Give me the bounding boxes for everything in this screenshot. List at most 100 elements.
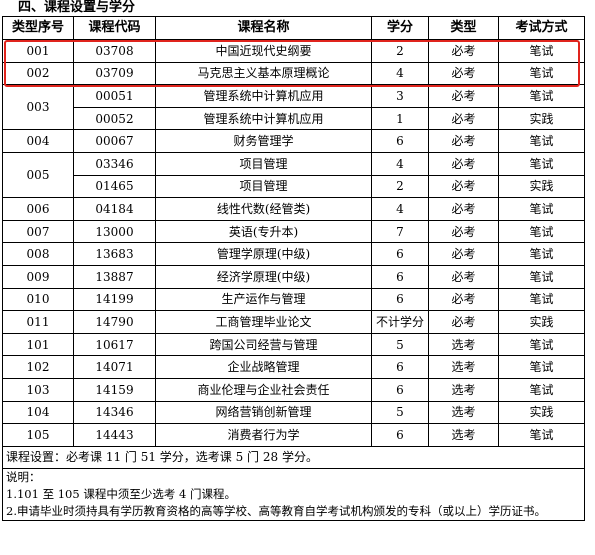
cell-exam: 笔试 — [498, 61, 585, 86]
cell-credit: 6 — [371, 355, 429, 379]
cell-name: 商业伦理与企业社会责任 — [155, 377, 372, 402]
cell-exam: 实践 — [498, 174, 585, 199]
cell-code: 14790 — [73, 310, 156, 334]
cell-name: 英语(专升本) — [155, 219, 372, 244]
cell-type-no: 104 — [2, 400, 74, 425]
cell-name: 经济学原理(中级) — [155, 264, 372, 289]
cell-credit: 2 — [371, 39, 429, 63]
cell-credit: 6 — [371, 423, 429, 447]
cell-credit: 5 — [371, 400, 429, 425]
cell-name: 消费者行为学 — [155, 423, 372, 447]
cell-credit: 3 — [371, 84, 429, 108]
cell-category: 选考 — [428, 332, 499, 357]
cell-type-no: 002 — [2, 61, 74, 86]
notes-row: 说明： 1.101 至 105 课程中须至少选考 4 门课程。 2.申请毕业时须… — [2, 468, 585, 522]
cell-exam: 笔试 — [498, 423, 585, 447]
table-row: 011 14790 工商管理毕业论文 不计学分 必考 实践 — [2, 310, 585, 334]
course-table: 类型序号 课程代码 课程名称 学分 类型 考试方式 001 03708 中国近现… — [2, 16, 585, 522]
cell-code: 14199 — [73, 287, 156, 312]
cell-category: 必考 — [428, 129, 499, 153]
cell-credit: 1 — [371, 106, 429, 131]
table-row: 002 03709 马克思主义基本原理概论 4 必考 笔试 — [2, 61, 585, 86]
cell-name: 跨国公司经营与管理 — [155, 332, 372, 357]
cell-exam: 笔试 — [498, 39, 585, 63]
header-code: 课程代码 — [73, 16, 156, 40]
cell-exam: 实践 — [498, 400, 585, 425]
table-row: 005 03346 项目管理 4 必考 笔试 — [2, 151, 585, 199]
cell-exam: 笔试 — [498, 242, 585, 266]
cell-name: 马克思主义基本原理概论 — [155, 61, 372, 86]
table-row: 00052 管理系统中计算机应用 1 必考 实践 — [3, 106, 585, 131]
table-row: 003 00051 管理系统中计算机应用 3 必考 笔试 — [2, 84, 585, 131]
cell-credit: 4 — [371, 61, 429, 86]
cell-exam: 笔试 — [498, 355, 585, 379]
section-title: 四、课程设置与学分 — [18, 0, 136, 15]
cell-code: 14346 — [73, 400, 156, 425]
cell-name: 线性代数(经管类) — [155, 197, 372, 221]
table-row: 001 03708 中国近现代史纲要 2 必考 笔试 — [2, 39, 585, 63]
cell-credit: 7 — [371, 219, 429, 244]
cell-category: 选考 — [428, 423, 499, 447]
cell-code: 03346 — [73, 151, 156, 176]
cell-exam: 笔试 — [498, 219, 585, 244]
cell-code: 00051 — [73, 84, 156, 108]
cell-name: 财务管理学 — [155, 129, 372, 153]
cell-category: 选考 — [428, 377, 499, 402]
header-credit: 学分 — [371, 16, 429, 40]
cell-code: 00052 — [73, 106, 156, 131]
cell-name: 项目管理 — [155, 151, 372, 176]
cell-code: 13887 — [73, 264, 156, 289]
table-row: 105 14443 消费者行为学 6 选考 笔试 — [2, 423, 585, 447]
cell-type-no: 101 — [2, 332, 74, 357]
cell-type-no: 103 — [2, 377, 74, 402]
table-row: 004 00067 财务管理学 6 必考 笔试 — [2, 129, 585, 153]
table-row: 103 14159 商业伦理与企业社会责任 6 选考 笔试 — [2, 377, 585, 402]
table-row: 008 13683 管理学原理(中级) 6 必考 笔试 — [2, 242, 585, 266]
cell-code: 04184 — [73, 197, 156, 221]
cell-name: 中国近现代史纲要 — [155, 39, 372, 63]
cell-exam: 笔试 — [498, 287, 585, 312]
cell-credit: 6 — [371, 377, 429, 402]
cell-type-no: 102 — [2, 355, 74, 379]
cell-exam: 实践 — [498, 106, 585, 131]
cell-exam: 笔试 — [498, 264, 585, 289]
table-row: 009 13887 经济学原理(中级) 6 必考 笔试 — [2, 264, 585, 289]
cell-type-no: 005 — [2, 151, 74, 199]
header-type-no: 类型序号 — [2, 16, 74, 40]
cell-credit: 4 — [371, 151, 429, 176]
cell-exam: 笔试 — [498, 151, 585, 176]
cell-type-no: 010 — [2, 287, 74, 312]
cell-code: 01465 — [73, 174, 156, 199]
table-row: 104 14346 网络营销创新管理 5 选考 实践 — [2, 400, 585, 425]
cell-category: 选考 — [428, 355, 499, 379]
cell-credit: 6 — [371, 287, 429, 312]
cell-code: 13683 — [73, 242, 156, 266]
table-row: 006 04184 线性代数(经管类) 4 必考 笔试 — [2, 197, 585, 221]
cell-credit: 5 — [371, 332, 429, 357]
cell-category: 必考 — [428, 39, 499, 63]
cell-type-no: 003 — [2, 84, 74, 131]
cell-exam: 笔试 — [498, 377, 585, 402]
cell-code: 03709 — [73, 61, 156, 86]
cell-name: 生产运作与管理 — [155, 287, 372, 312]
cell-category: 必考 — [428, 84, 499, 108]
cell-credit: 6 — [371, 242, 429, 266]
cell-name: 工商管理毕业论文 — [155, 310, 372, 334]
notes-title: 说明： — [6, 470, 41, 485]
course-setting-text: 课程设置：必考课 11 门 51 学分，选考课 5 门 28 学分。 — [2, 445, 585, 470]
table-row: 102 14071 企业战略管理 6 选考 笔试 — [2, 355, 585, 379]
cell-credit: 6 — [371, 264, 429, 289]
cell-code: 14443 — [73, 423, 156, 447]
table-header-row: 类型序号 课程代码 课程名称 学分 类型 考试方式 — [2, 16, 585, 40]
cell-name: 网络营销创新管理 — [155, 400, 372, 425]
cell-exam: 笔试 — [498, 84, 585, 108]
cell-category: 必考 — [428, 310, 499, 334]
cell-category: 必考 — [428, 242, 499, 266]
cell-type-no: 009 — [2, 264, 74, 289]
cell-type-no: 011 — [2, 310, 74, 334]
cell-exam: 笔试 — [498, 332, 585, 357]
note-item: 2.申请毕业时须持具有学历教育资格的高等学校、高等教育自学考试机构颁发的专科（或… — [6, 504, 546, 519]
cell-code: 14071 — [73, 355, 156, 379]
cell-exam: 实践 — [498, 310, 585, 334]
cell-exam: 笔试 — [498, 129, 585, 153]
